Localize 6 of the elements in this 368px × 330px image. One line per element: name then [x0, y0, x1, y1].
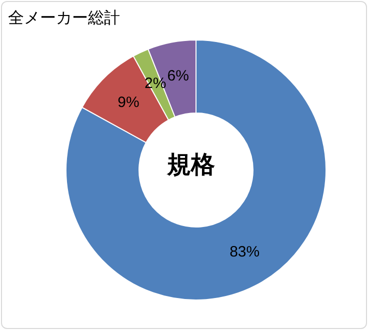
text: 規格 — [166, 152, 216, 178]
data-label: 9% — [118, 94, 140, 111]
data-label: 6% — [167, 68, 189, 85]
chart-title: 全メーカー総計 — [8, 8, 120, 29]
donut-slice — [66, 40, 326, 300]
data-label: 83% — [230, 244, 260, 261]
